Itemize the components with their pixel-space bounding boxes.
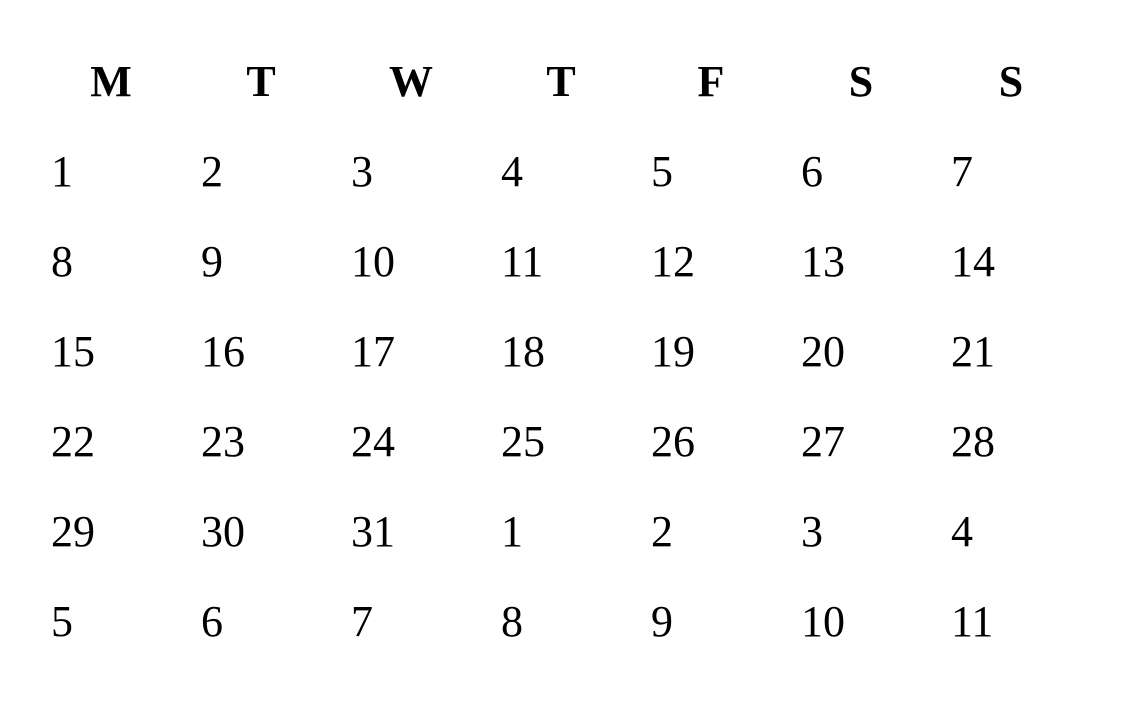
week-row: 15 16 17 18 19 20 21 [36, 306, 1086, 396]
day-cell: 10 [801, 596, 845, 646]
day-cell: 19 [651, 326, 695, 376]
weekday-row: M T W T F S S [36, 36, 1086, 126]
day-cell: 10 [351, 236, 395, 286]
day-cell: 3 [801, 506, 823, 556]
day-cell: 1 [501, 506, 523, 556]
day-cell: 25 [501, 416, 545, 466]
day-cell: 21 [951, 326, 995, 376]
weekday-sunday: S [998, 56, 1024, 106]
day-cell: 14 [951, 236, 995, 286]
day-cell: 3 [351, 146, 373, 196]
week-row: 22 23 24 25 26 27 28 [36, 396, 1086, 486]
week-row: 1 2 3 4 5 6 7 [36, 126, 1086, 216]
day-cell: 7 [951, 146, 973, 196]
week-row: 5 6 7 8 9 10 11 [36, 576, 1086, 666]
day-cell: 22 [51, 416, 95, 466]
day-cell: 26 [651, 416, 695, 466]
day-cell: 24 [351, 416, 395, 466]
day-cell: 18 [501, 326, 545, 376]
day-cell: 6 [801, 146, 823, 196]
day-cell: 5 [51, 596, 73, 646]
day-cell: 1 [51, 146, 73, 196]
day-cell: 4 [501, 146, 523, 196]
day-cell: 17 [351, 326, 395, 376]
day-cell: 29 [51, 506, 95, 556]
day-cell: 7 [351, 596, 373, 646]
day-cell: 23 [201, 416, 245, 466]
day-cell: 15 [51, 326, 95, 376]
weekday-thursday: T [546, 56, 576, 106]
day-cell: 4 [951, 506, 973, 556]
day-cell: 11 [501, 236, 544, 286]
weekday-monday: M [90, 56, 132, 106]
calendar-grid: M T W T F S S 1 2 3 4 5 6 7 8 9 10 11 12… [36, 36, 1086, 666]
day-cell: 8 [501, 596, 523, 646]
day-cell: 13 [801, 236, 845, 286]
day-cell: 5 [651, 146, 673, 196]
day-cell: 12 [651, 236, 695, 286]
week-row: 29 30 31 1 2 3 4 [36, 486, 1086, 576]
day-cell: 30 [201, 506, 245, 556]
day-cell: 16 [201, 326, 245, 376]
weekday-header: M T W T F S S [36, 36, 1086, 126]
day-cell: 31 [351, 506, 395, 556]
day-cell: 8 [51, 236, 73, 286]
weekday-friday: F [697, 56, 725, 106]
calendar-body: 1 2 3 4 5 6 7 8 9 10 11 12 13 14 15 16 1… [36, 126, 1086, 666]
day-cell: 2 [651, 506, 673, 556]
day-cell: 27 [801, 416, 845, 466]
day-cell: 2 [201, 146, 223, 196]
weekday-wednesday: W [389, 56, 433, 106]
day-cell: 20 [801, 326, 845, 376]
day-cell: 28 [951, 416, 995, 466]
weekday-saturday: S [848, 56, 874, 106]
day-cell: 6 [201, 596, 223, 646]
day-cell: 9 [201, 236, 223, 286]
weekday-tuesday: T [246, 56, 276, 106]
day-cell: 11 [951, 596, 994, 646]
day-cell: 9 [651, 596, 673, 646]
week-row: 8 9 10 11 12 13 14 [36, 216, 1086, 306]
